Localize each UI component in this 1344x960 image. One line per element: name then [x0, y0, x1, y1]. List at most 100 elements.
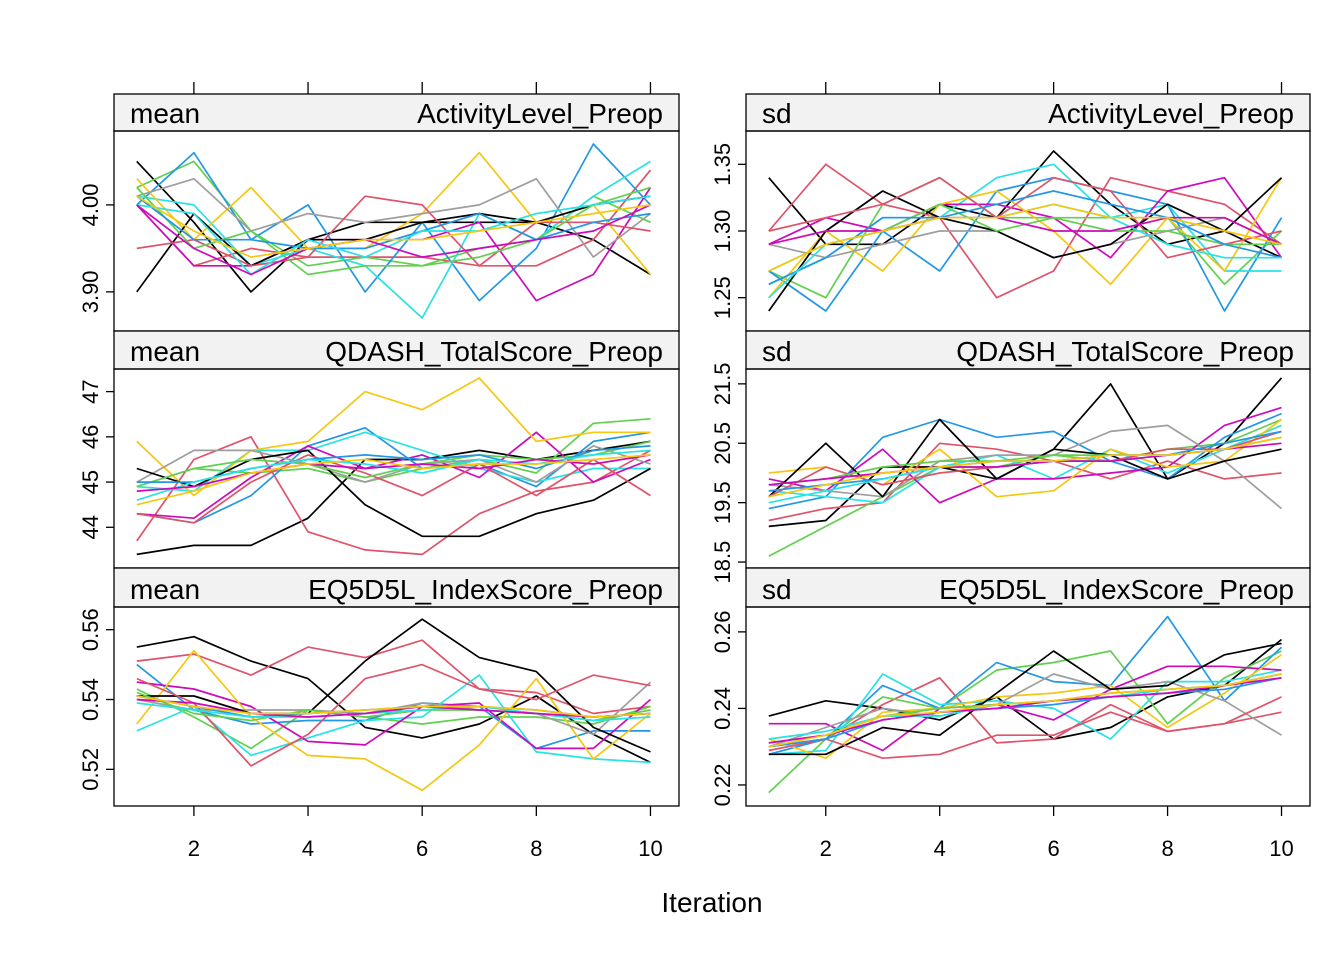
- trace-line: [136, 688, 651, 750]
- y-tick-label: 4.00: [78, 183, 103, 226]
- y-tick-label: 1.30: [710, 210, 735, 253]
- trace-line: [136, 454, 651, 506]
- trace-line: [136, 195, 651, 276]
- x-tick-label: 6: [1048, 836, 1060, 861]
- strip-variable-label: ActivityLevel_Preop: [1048, 98, 1294, 129]
- y-tick-label: 19.5: [710, 481, 735, 524]
- panel-sd-QDASH_TotalScore_Preop: sd QDASH_TotalScore_Preop 18.5 19.5 20.5 21.5: [710, 330, 1311, 584]
- panel-frame: [113, 606, 680, 807]
- strip-stat-label: mean: [130, 336, 200, 367]
- trace-line: [136, 435, 651, 556]
- strip-background: [113, 93, 680, 132]
- y-tick-label: 0.24: [710, 687, 735, 730]
- y-tick-label: 47: [78, 379, 103, 403]
- trace-line: [768, 424, 1283, 510]
- panel-sd-ActivityLevel_Preop: sd ActivityLevel_Preop 1.25 1.30 1.35: [710, 82, 1311, 332]
- trace-line: [136, 160, 651, 267]
- trace-line: [768, 150, 1282, 259]
- x-tick-label: 10: [638, 836, 662, 861]
- strip-variable-label: EQ5D5L_IndexScore_Preop: [308, 574, 663, 605]
- trace-line: [136, 431, 651, 492]
- trace-line: [768, 176, 1283, 312]
- y-tick-label: 44: [78, 515, 103, 539]
- trace-line: [768, 176, 1283, 299]
- trace-line: [136, 440, 651, 488]
- panel-sd-EQ5D5L_IndexScore_Preop: sd EQ5D5L_IndexScore_Preop 0.22 0.24 0.26 2 4 6…: [710, 567, 1311, 861]
- trace-line: [136, 695, 651, 718]
- y-tick-label: 3.90: [78, 270, 103, 313]
- x-tick-label: 2: [188, 836, 200, 861]
- trace-line: [136, 674, 651, 764]
- x-tick-label: 8: [530, 836, 542, 861]
- trace-line: [136, 204, 651, 276]
- trace-line: [136, 639, 651, 715]
- trace-line: [768, 642, 1282, 756]
- trace-line: [136, 663, 651, 767]
- trace-line: [136, 649, 652, 792]
- x-tick-label: 4: [934, 836, 946, 861]
- y-tick-label: 0.22: [710, 764, 735, 807]
- strip-stat-label: sd: [762, 98, 792, 129]
- trace-line: [136, 445, 651, 483]
- x-tick-label: 4: [302, 836, 314, 861]
- trace-line: [136, 195, 651, 258]
- trace-line: [136, 618, 651, 753]
- y-tick-label: 18.5: [710, 541, 735, 584]
- trace-line: [768, 216, 1282, 246]
- trace-line: [136, 454, 651, 524]
- y-tick-label: 0.54: [78, 678, 103, 721]
- trace-line: [136, 440, 651, 556]
- strip-stat-label: sd: [762, 336, 792, 367]
- strip-variable-label: EQ5D5L_IndexScore_Preop: [939, 574, 1294, 605]
- strip-background: [113, 330, 680, 370]
- strip-stat-label: mean: [130, 98, 200, 129]
- trace-line: [768, 676, 1282, 748]
- panel-mean-QDASH_TotalScore_Preop: mean QDASH_TotalScore_Preop 44 45 46 47: [78, 330, 680, 569]
- y-tick-label: 21.5: [710, 362, 735, 405]
- trace-line: [768, 177, 1283, 299]
- trace-line: [768, 665, 1282, 752]
- strip-variable-label: QDASH_TotalScore_Preop: [956, 336, 1294, 367]
- strip-variable-label: ActivityLevel_Preop: [417, 98, 663, 129]
- x-axis-label: Iteration: [661, 887, 762, 918]
- trace-line: [768, 424, 1282, 504]
- trace-line: [768, 163, 1282, 299]
- x-tick-label: 10: [1269, 836, 1293, 861]
- x-tick-label: 6: [416, 836, 428, 861]
- trace-line: [136, 143, 652, 302]
- strip-background: [745, 330, 1311, 370]
- strip-stat-label: sd: [762, 574, 792, 605]
- trace-line: [768, 412, 1282, 510]
- panel-mean-ActivityLevel_Preop: mean ActivityLevel_Preop 3.90 4.00: [78, 82, 680, 332]
- y-tick-label: 0.26: [710, 610, 735, 653]
- x-tick-label: 8: [1161, 836, 1173, 861]
- strip-stat-label: mean: [130, 574, 200, 605]
- trace-line: [768, 190, 1282, 286]
- y-tick-label: 1.25: [710, 276, 735, 319]
- trace-line: [136, 702, 651, 722]
- trace-line: [136, 698, 651, 718]
- trace-line: [136, 449, 651, 502]
- trace-line: [768, 436, 1282, 498]
- panel-mean-EQ5D5L_IndexScore_Preop: mean EQ5D5L_IndexScore_Preop 0.52 0.54 0.56 2…: [78, 567, 680, 861]
- y-tick-label: 46: [78, 425, 103, 449]
- y-tick-label: 1.35: [710, 143, 735, 186]
- x-tick-label: 2: [820, 836, 832, 861]
- trace-line: [136, 449, 651, 538]
- trace-line: [768, 654, 1282, 760]
- y-tick-label: 20.5: [710, 422, 735, 465]
- panel-frame: [745, 606, 1311, 807]
- y-tick-label: 0.56: [78, 608, 103, 651]
- trace-line: [136, 681, 652, 750]
- y-tick-label: 0.52: [78, 748, 103, 791]
- trace-line: [768, 676, 1282, 744]
- strip-background: [113, 567, 680, 608]
- trace-line: [136, 635, 651, 764]
- trace-line: [768, 696, 1282, 760]
- strip-background: [745, 93, 1311, 132]
- trace-line: [768, 203, 1282, 272]
- trace-line: [768, 673, 1282, 748]
- strip-variable-label: QDASH_TotalScore_Preop: [325, 336, 663, 367]
- y-tick-label: 45: [78, 470, 103, 494]
